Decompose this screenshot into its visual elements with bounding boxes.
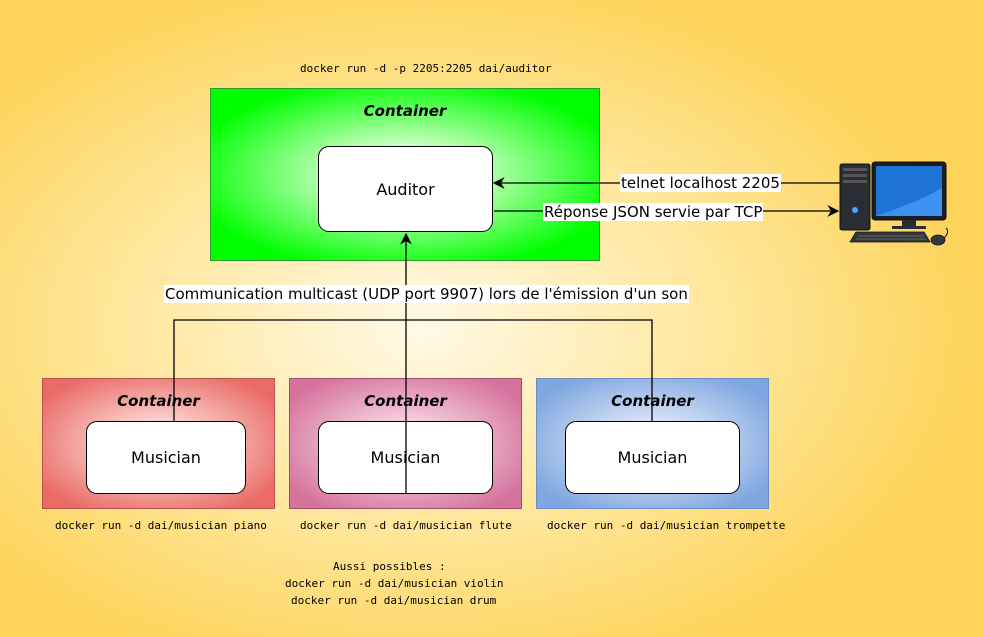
multicast-label: Communication multicast (UDP port 9907) …	[164, 285, 689, 303]
musician-node-trompette: Musician	[565, 421, 740, 494]
extra-title: Aussi possibles :	[333, 560, 446, 573]
desktop-computer-icon	[839, 161, 949, 246]
musician-node-piano: Musician	[86, 421, 246, 494]
drum-command: docker run -d dai/musician drum	[291, 594, 497, 607]
trompette-command: docker run -d dai/musician trompette	[547, 519, 786, 532]
violin-command: docker run -d dai/musician violin	[285, 577, 504, 590]
multicast-branch	[173, 319, 653, 421]
auditor-command: docker run -d -p 2205:2205 dai/auditor	[300, 62, 552, 75]
musician-container-title: Container	[117, 392, 200, 410]
piano-command: docker run -d dai/musician piano	[55, 519, 267, 532]
auditor-container-title: Container	[363, 102, 447, 120]
flute-command: docker run -d dai/musician flute	[300, 519, 512, 532]
response-label: Réponse JSON servie par TCP	[543, 203, 764, 221]
telnet-label: telnet localhost 2205	[620, 174, 781, 192]
auditor-node: Auditor	[318, 146, 493, 232]
